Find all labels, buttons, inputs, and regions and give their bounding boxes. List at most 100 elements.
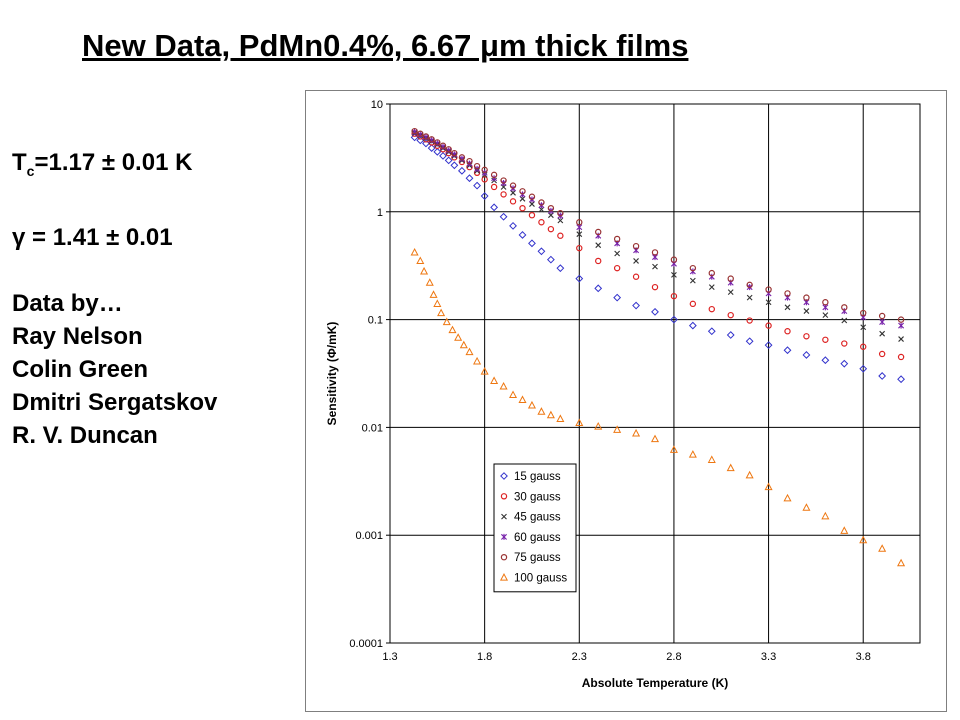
data-point [444, 156, 453, 165]
chart-frame: 1.3 1.8 2.3 2.8 3.3 3.8 0.0001 0.001 0.01 0.1 1 10 A… [305, 90, 947, 712]
data-point [490, 376, 499, 384]
data-point [878, 350, 886, 358]
data-point [614, 250, 621, 257]
data-point [576, 219, 583, 226]
data-point [416, 136, 425, 145]
data-point [433, 147, 442, 156]
data-point [458, 166, 466, 175]
data-point [821, 511, 830, 520]
data-point [480, 367, 489, 375]
data-point [897, 375, 905, 384]
y-tick-label: 0.001 [355, 530, 383, 542]
data-point [454, 333, 463, 341]
data-point [509, 221, 517, 230]
data-point [632, 273, 640, 280]
data-point [576, 231, 583, 238]
data-point [878, 312, 886, 320]
legend-box [493, 463, 577, 593]
data-point [879, 319, 886, 326]
data-point [433, 299, 442, 307]
y-tick-label: 0.0001 [349, 638, 383, 650]
data-point [537, 407, 546, 415]
data-point [458, 155, 465, 162]
gamma-line: γ = 1.41 ± 0.01 [12, 223, 173, 251]
y-tick-label: 10 [371, 99, 383, 111]
data-point [765, 322, 772, 329]
data-point [422, 133, 430, 140]
data-point [727, 289, 734, 295]
data-point [519, 188, 526, 195]
data-point [499, 212, 508, 221]
data-point [509, 198, 517, 205]
data-point [509, 390, 518, 399]
data-point [765, 286, 772, 293]
data-point [652, 263, 658, 270]
legend-label: 60 gauss [514, 532, 561, 544]
y-tick-label: 1 [377, 207, 383, 219]
data-point [576, 244, 583, 252]
data-point [557, 217, 564, 224]
data-point [726, 331, 735, 339]
data-point [538, 219, 545, 226]
tc-line: Tc=1.17 ± 0.01 K [12, 146, 217, 188]
data-point [490, 183, 498, 191]
data-point [671, 271, 677, 278]
data-point [557, 210, 564, 217]
data-point [427, 144, 436, 152]
data-point [442, 317, 451, 326]
x-tick-label: 2.8 [666, 651, 681, 663]
data-point [490, 171, 498, 179]
data-point [822, 312, 829, 319]
data-point [490, 203, 499, 212]
data-point [784, 290, 791, 297]
x-tick-label: 1.8 [477, 651, 492, 663]
data-point [445, 147, 452, 154]
data-point [518, 395, 527, 403]
data-point [575, 418, 584, 427]
x-tick-label: 2.3 [572, 651, 587, 663]
data-point [707, 327, 716, 336]
data-point [410, 247, 419, 256]
legend-marker [500, 472, 508, 480]
legend-label: 45 gauss [514, 512, 561, 524]
data-point [416, 256, 425, 265]
data-point [707, 455, 716, 463]
data-point [509, 182, 517, 189]
data-point [499, 381, 508, 390]
data-point [859, 535, 868, 544]
legend-marker [501, 513, 507, 520]
data-point [519, 195, 526, 202]
data-point [437, 308, 446, 317]
data-point [500, 177, 507, 184]
data-point [528, 193, 536, 200]
data-point [727, 311, 734, 319]
data-point [746, 317, 753, 324]
data-point [860, 324, 867, 331]
data-point [481, 166, 488, 174]
data-point [546, 255, 555, 264]
legend-label: 15 gauss [514, 471, 561, 483]
data-point [651, 283, 659, 291]
data-point [594, 284, 603, 293]
data-point [689, 264, 697, 272]
data-point [595, 228, 602, 236]
x-tick-label: 3.8 [856, 651, 871, 663]
data-point [527, 400, 536, 409]
data-point [688, 321, 697, 330]
data-point [450, 161, 459, 170]
data-point [765, 299, 772, 306]
data-point [897, 316, 905, 323]
data-point [821, 356, 830, 365]
data-point [633, 258, 639, 264]
data-point [451, 149, 458, 157]
data-point [519, 204, 526, 212]
legend-marker [500, 493, 508, 500]
data-point [841, 340, 848, 347]
data-point [417, 130, 424, 137]
data-point [557, 232, 564, 239]
tc-subscript: c [26, 162, 35, 179]
data-point [783, 346, 792, 355]
legend-label: 100 gauss [514, 573, 567, 585]
data-point [458, 154, 466, 161]
data-point [897, 558, 906, 567]
